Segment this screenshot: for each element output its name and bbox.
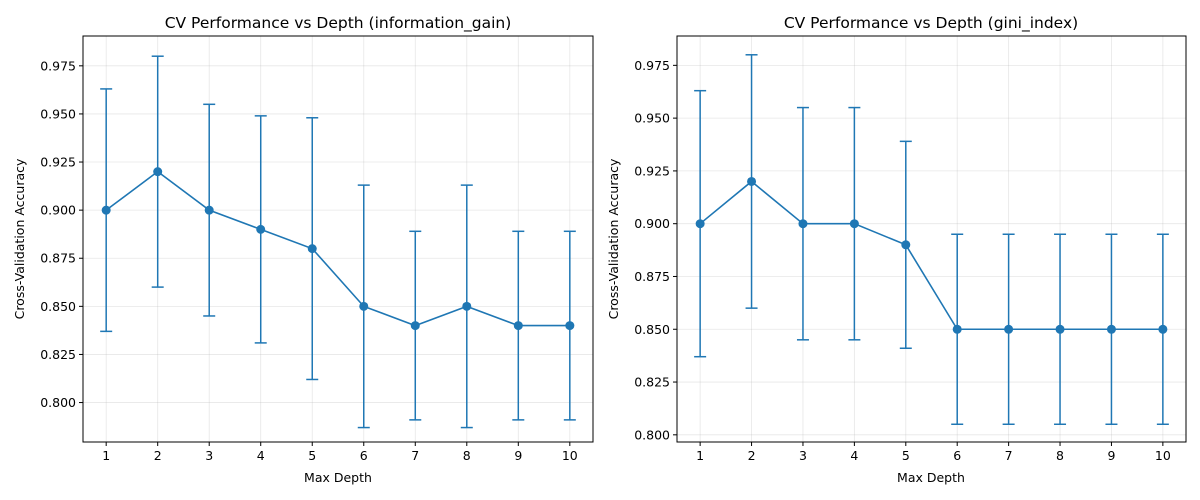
data-point: [952, 324, 962, 334]
data-point: [101, 205, 111, 215]
x-tick-label: 1: [102, 448, 110, 463]
data-point: [849, 219, 859, 229]
x-tick-label: 4: [257, 448, 265, 463]
y-tick-label: 0.850: [634, 322, 670, 337]
x-tick-label: 2: [154, 448, 162, 463]
y-tick-label: 0.925: [634, 163, 670, 178]
data-point: [204, 205, 214, 215]
y-tick-label: 0.875: [40, 251, 76, 266]
x-tick-label: 9: [514, 448, 522, 463]
y-axis-label: Cross-Validation Accuracy: [606, 158, 621, 319]
data-point: [747, 176, 757, 186]
x-axis-label: Max Depth: [897, 470, 965, 485]
data-point: [695, 219, 705, 229]
chart-panel-information-gain: CV Performance vs Depth (information_gai…: [12, 14, 594, 485]
series-line: [699, 180, 1163, 331]
y-tick-label: 0.950: [634, 111, 670, 126]
data-point: [798, 219, 808, 229]
plot-frame: [676, 35, 1187, 443]
y-tick-label: 0.975: [40, 58, 76, 73]
x-tick-label: 6: [953, 448, 961, 463]
x-tick-label: 3: [799, 448, 807, 463]
x-axis-label: Max Depth: [304, 470, 372, 485]
data-point: [410, 321, 420, 331]
x-tick-label: 8: [463, 448, 471, 463]
data-point: [462, 301, 472, 311]
chart-title: CV Performance vs Depth (information_gai…: [165, 14, 512, 33]
x-tick-label: 5: [902, 448, 910, 463]
data-point: [565, 321, 575, 331]
data-point: [1004, 324, 1014, 334]
x-tick-label: 7: [411, 448, 419, 463]
x-tick-label: 7: [1005, 448, 1013, 463]
chart-title: CV Performance vs Depth (gini_index): [784, 14, 1078, 33]
y-tick-label: 0.900: [634, 216, 670, 231]
y-axis-label: Cross-Validation Accuracy: [12, 158, 27, 319]
y-tick-label: 0.975: [634, 58, 670, 73]
x-tick-label: 8: [1056, 448, 1064, 463]
x-tick-label: 3: [205, 448, 213, 463]
x-tick-label: 10: [562, 448, 578, 463]
y-tick-label: 0.875: [634, 269, 670, 284]
y-tick-label: 0.825: [40, 347, 76, 362]
x-tick-label: 9: [1107, 448, 1115, 463]
series-line: [105, 170, 570, 327]
y-tick-label: 0.825: [634, 375, 670, 390]
x-tick-label: 6: [360, 448, 368, 463]
y-tick-label: 0.850: [40, 299, 76, 314]
data-point: [256, 224, 266, 234]
x-tick-label: 5: [308, 448, 316, 463]
x-tick-label: 4: [850, 448, 858, 463]
data-point: [153, 167, 163, 177]
y-tick-label: 0.800: [40, 395, 76, 410]
x-tick-label: 10: [1155, 448, 1171, 463]
data-point: [1055, 324, 1065, 334]
data-point: [307, 244, 317, 254]
x-tick-label: 2: [748, 448, 756, 463]
y-tick-label: 0.900: [40, 203, 76, 218]
y-tick-label: 0.950: [40, 106, 76, 121]
plot-frame: [82, 35, 594, 443]
data-point: [513, 321, 523, 331]
data-point: [1158, 324, 1168, 334]
y-tick-label: 0.800: [634, 427, 670, 442]
chart-panel-gini-index: CV Performance vs Depth (gini_index) 1 2 3…: [606, 14, 1187, 485]
data-point: [359, 301, 369, 311]
x-tick-label: 1: [696, 448, 704, 463]
y-tick-label: 0.925: [40, 155, 76, 170]
data-point: [1106, 324, 1116, 334]
data-point: [901, 240, 911, 250]
